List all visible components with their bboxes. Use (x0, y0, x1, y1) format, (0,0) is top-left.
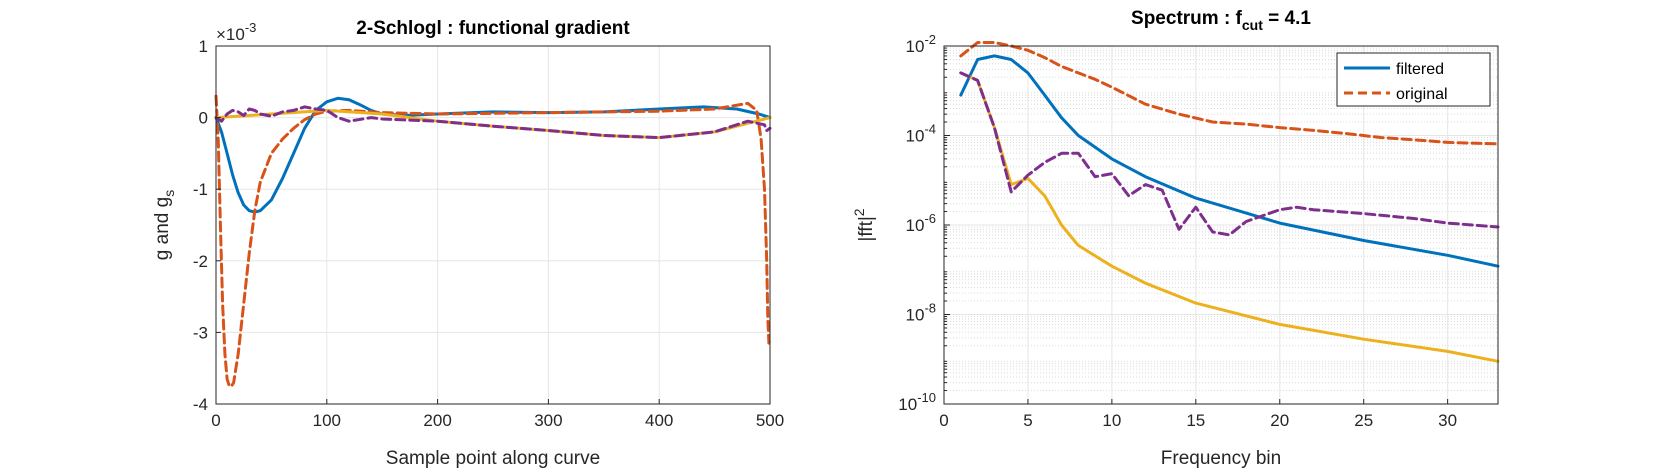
left-ylabel-main: g and g (152, 197, 173, 260)
left-ylabel-sub: s (161, 190, 177, 197)
left-grid (215, 45, 771, 405)
right-ytick-label: 10-8 (906, 301, 936, 325)
right-ylabel-main: |fft| (856, 216, 877, 241)
right-xtick-label: 0 (939, 411, 948, 430)
left-ylabel: g and gs (152, 190, 177, 260)
left-xtick-label: 500 (756, 411, 784, 430)
left-xtick-label: 400 (645, 411, 673, 430)
left-exponent-base: ×10 (216, 25, 245, 44)
right-xtick-label: 10 (1102, 411, 1121, 430)
right-xtick-label: 30 (1438, 411, 1457, 430)
right-ylabel: |fft|2 (851, 208, 877, 241)
right-xtick-label: 25 (1354, 411, 1373, 430)
right-ytick-label: 10-6 (906, 211, 936, 235)
left-axes: 0 100 200 300 400 500 -4 -3 -2 -1 0 1 2-Schlogl : f… (152, 18, 784, 469)
legend-label-original: original (1396, 86, 1448, 103)
left-xtick-label: 300 (534, 411, 562, 430)
legend: filtered original (1336, 52, 1491, 107)
right-title-tail: = 4.1 (1263, 8, 1311, 29)
left-axes-box (215, 45, 771, 405)
left-exponent-power: -3 (245, 20, 257, 35)
right-ticks: 10-10 10-8 10-6 10-4 10-2 0 5 10 15 20 25 30 (898, 32, 1457, 430)
right-ytick-label: 10-10 (898, 390, 936, 414)
right-ylabel-sup: 2 (851, 208, 867, 216)
left-ytick-label: -4 (193, 395, 208, 414)
right-xtick-label: 5 (1023, 411, 1032, 430)
left-series-line-orange (214, 94, 772, 388)
right-series-group (959, 41, 1500, 363)
left-xlabel: Sample point along curve (386, 448, 600, 469)
right-series-line-orange (959, 41, 1500, 146)
left-plot-area (216, 46, 770, 404)
right-series-line-blue (959, 54, 1500, 268)
left-title: 2-Schlogl : functional gradient (356, 18, 630, 39)
right-grid (943, 45, 1498, 405)
left-ytick-label: 1 (199, 37, 208, 56)
left-exponent-label: ×10-3 (216, 20, 256, 44)
right-title-main: Spectrum : f (1131, 8, 1243, 29)
left-ytick-label: 0 (199, 109, 208, 128)
left-xtick-label: 100 (313, 411, 341, 430)
legend-label-filtered: filtered (1396, 61, 1444, 78)
right-axes: 10-10 10-8 10-6 10-4 10-2 0 5 10 15 20 25 30 Spectr… (851, 8, 1500, 469)
left-ytick-label: -3 (193, 323, 208, 342)
right-ytick-label: 10-2 (906, 32, 936, 56)
right-series-line-purple (959, 71, 1500, 237)
right-ytick-label: 10-4 (906, 122, 936, 146)
legend-box (1336, 52, 1491, 107)
right-xtick-label: 20 (1270, 411, 1289, 430)
left-xtick-label: 0 (211, 411, 220, 430)
left-ticks: 0 100 200 300 400 500 -4 -3 -2 -1 0 1 (193, 37, 784, 430)
left-xtick-label: 200 (423, 411, 451, 430)
left-series-group (214, 94, 772, 388)
left-ytick-label: -1 (193, 180, 208, 199)
right-xlabel: Frequency bin (1161, 448, 1281, 469)
left-ytick-label: -2 (193, 252, 208, 271)
right-title-sub: cut (1242, 17, 1263, 33)
left-series-line-purple (214, 105, 772, 140)
right-xtick-label: 15 (1186, 411, 1205, 430)
right-title: Spectrum : fcut = 4.1 (1131, 8, 1311, 33)
